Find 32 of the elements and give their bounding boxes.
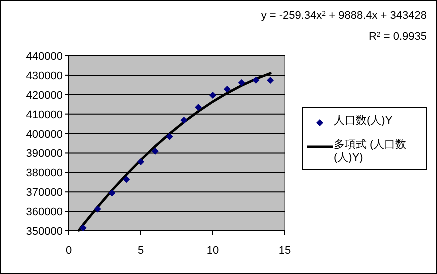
y-tick-label: 390000 bbox=[26, 148, 63, 160]
point bbox=[138, 158, 144, 166]
point bbox=[108, 190, 116, 197]
point bbox=[80, 224, 87, 232]
y-tick-label: 380000 bbox=[26, 168, 63, 180]
y-tick-label: 430000 bbox=[26, 70, 63, 82]
point bbox=[166, 133, 174, 140]
legend-label: 人口数(人)Y bbox=[334, 115, 394, 128]
x-tick-label: 10 bbox=[206, 245, 220, 257]
y-tick-label: 360000 bbox=[26, 206, 63, 219]
text: R$^{2}$ = 0.9935 bbox=[368, 31, 427, 43]
point bbox=[238, 80, 246, 87]
point bbox=[180, 117, 188, 124]
y-tick-label: 350000 bbox=[26, 226, 63, 238]
y-tick-label: 400000 bbox=[26, 128, 63, 141]
x-tick-label: 0 bbox=[66, 245, 72, 257]
y-tick-label: 370000 bbox=[26, 187, 63, 200]
x-tick-label: 15 bbox=[278, 245, 292, 257]
point bbox=[152, 148, 159, 155]
point bbox=[267, 77, 274, 84]
legend-label: 多項式 (人口数(人)Y) bbox=[334, 139, 408, 165]
x-tick-label: 5 bbox=[138, 245, 144, 257]
point bbox=[224, 86, 231, 93]
point bbox=[94, 206, 102, 213]
point bbox=[210, 92, 216, 99]
text: y = -259.34x$^{2}$ + 9888.4x + 343428 bbox=[261, 10, 427, 22]
point bbox=[252, 77, 260, 84]
y-tick-label: 440000 bbox=[26, 51, 63, 63]
y-tick-label: 420000 bbox=[26, 90, 63, 102]
point bbox=[195, 104, 202, 112]
y-tick-label: 410000 bbox=[26, 109, 63, 122]
point bbox=[123, 176, 130, 184]
